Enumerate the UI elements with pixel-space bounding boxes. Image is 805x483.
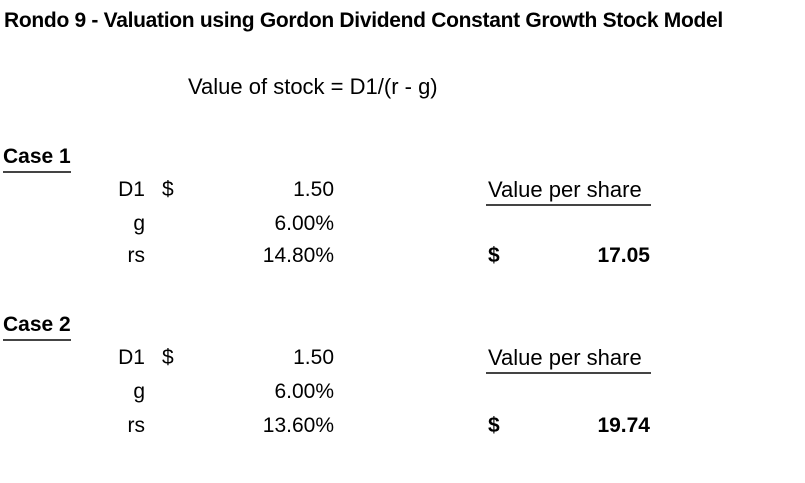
case-2-g-value: 6.00%	[274, 380, 334, 403]
case-1-value-per-share-label: Value per share	[488, 177, 642, 202]
case-2-g-label: g	[133, 380, 145, 403]
case-1-result-value: 17.05	[597, 244, 650, 267]
case-1-g-label: g	[133, 212, 145, 235]
case-1-d1-currency: $	[162, 178, 174, 201]
case-2-underline	[3, 339, 71, 341]
case-1-rs-label: rs	[127, 244, 146, 267]
case-2-d1-value: 1.50	[293, 346, 334, 369]
case-2-d1-currency: $	[162, 346, 174, 369]
case-2-rs-value: 13.60%	[262, 414, 334, 437]
case-2-rs-label: rs	[127, 414, 146, 437]
case-1-rs-value: 14.80%	[262, 244, 334, 267]
case-1-d1-value: 1.50	[293, 178, 334, 201]
case-1-result-currency: $	[488, 244, 500, 267]
case-1-value-per-share-underline	[486, 204, 651, 206]
case-1-label: Case 1	[3, 145, 71, 168]
case-2-result-value: 19.74	[597, 414, 650, 437]
case-1-g-value: 6.00%	[274, 212, 334, 235]
case-2-value-per-share-underline	[486, 372, 651, 374]
case-2-result-currency: $	[488, 414, 500, 437]
case-1-underline	[3, 171, 71, 173]
formula-text: Value of stock = D1/(r - g)	[188, 74, 438, 99]
page-title: Rondo 9 - Valuation using Gordon Dividen…	[4, 9, 723, 32]
case-1-d1-label: D1	[118, 178, 145, 201]
case-2-d1-label: D1	[118, 346, 145, 369]
case-2-label: Case 2	[3, 313, 71, 336]
case-2-value-per-share-label: Value per share	[488, 345, 642, 370]
